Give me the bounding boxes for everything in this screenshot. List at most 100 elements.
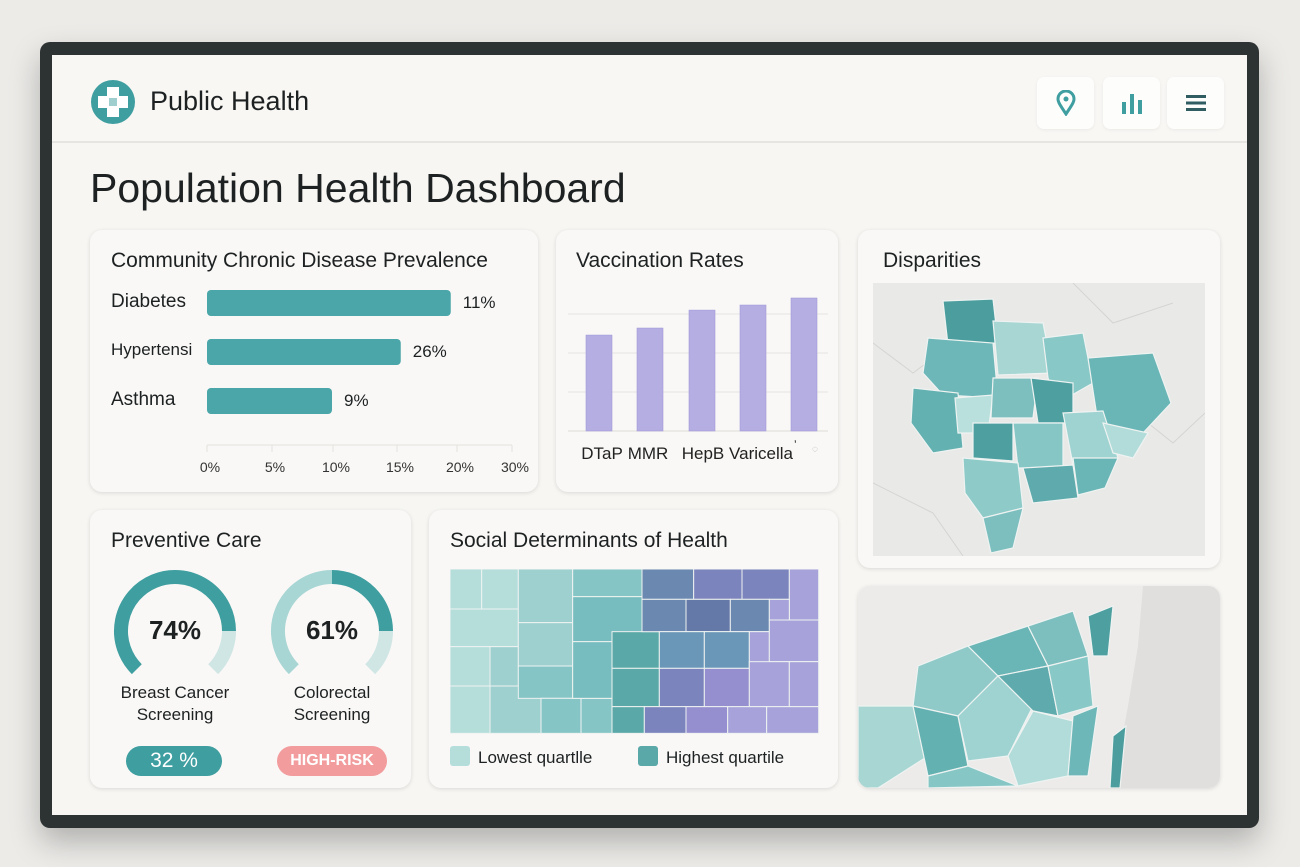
bar-varicella[interactable] [739,304,767,432]
category-label: Hypertensi [111,340,193,359]
treemap-cell[interactable] [450,646,491,687]
sdoh-treemap[interactable] [450,569,820,734]
treemap-cell[interactable] [611,631,660,669]
treemap-cell[interactable] [611,667,660,708]
treemap-cell[interactable] [685,598,731,633]
gauge-track [207,630,236,675]
treemap-cell[interactable] [517,622,574,667]
treemap-cell[interactable] [611,706,645,734]
map-region[interactable] [1109,724,1127,788]
treemap-cell[interactable] [489,646,519,687]
treemap-cell[interactable] [658,631,705,669]
treemap-cell[interactable] [450,569,483,610]
map-region[interactable] [990,377,1039,419]
extra-mark: ʼ [794,438,797,452]
card-title: Vaccination Rates [576,249,744,272]
treemap-cell[interactable] [517,569,574,624]
treemap-cell[interactable] [643,706,687,734]
x-tick-label: MMR [627,444,669,463]
data-label: 26% [412,342,447,361]
treemap-cell[interactable] [788,569,820,621]
treemap-cell[interactable] [727,706,768,734]
menu-button[interactable] [1167,77,1224,129]
screening-rate-badge[interactable]: 32 % [126,746,222,776]
gauges [114,570,393,675]
map-region[interactable] [957,675,1034,762]
treemap-cell[interactable] [641,569,695,600]
medical-cross-icon [91,80,135,124]
legend-label-highest: Highest quartile [666,748,785,767]
x-tick-label: HepB [681,444,725,463]
map-region[interactable] [1072,457,1119,496]
treemap-cell[interactable] [540,697,582,734]
x-tick-label: 5% [264,459,286,475]
x-tick-label: 20% [445,459,475,475]
treemap-cell[interactable] [729,598,770,633]
map-region[interactable] [1102,422,1149,459]
bar-hypertensi[interactable] [207,339,401,365]
treemap-cell[interactable] [580,697,613,734]
gauge-label: Colorectal [293,683,371,702]
map-pin-icon [1055,90,1076,116]
x-tick-label: 15% [385,459,415,475]
bar-asthma[interactable] [207,388,332,414]
treemap-cell[interactable] [572,641,613,699]
category-label: Diabetes [111,291,186,312]
card-title: Preventive Care [111,529,262,552]
bar-diabetes[interactable] [207,290,451,316]
gauge-track [271,570,333,675]
treemap-cell[interactable] [481,569,519,610]
treemap-cell[interactable] [572,569,643,598]
map-region[interactable] [1087,605,1114,657]
charts-button[interactable] [1103,77,1160,129]
regional-map[interactable] [858,586,1220,788]
map-region[interactable] [927,765,1019,788]
x-tick-label: 30% [500,459,530,475]
page-title: Population Health Dashboard [90,165,626,211]
map-region[interactable] [1047,655,1094,717]
map-region[interactable] [942,298,999,346]
treemap-cell[interactable] [766,706,820,734]
regional-map-card [858,586,1220,788]
map-button[interactable] [1037,77,1094,129]
bar-unlabeled[interactable] [790,297,818,432]
gauge-fill [331,570,393,632]
gauge-track [364,630,393,675]
treemap-cell[interactable] [768,598,790,621]
treemap-cell[interactable] [693,569,743,600]
treemap-cell[interactable] [450,608,519,648]
map-region[interactable] [982,507,1024,554]
map-region[interactable] [1012,422,1064,469]
gauge-value: 74% [148,615,202,645]
treemap-cell[interactable] [741,569,790,600]
treemap-cell[interactable] [703,667,750,708]
bar-mmr[interactable] [636,327,664,432]
treemap-cell[interactable] [450,685,491,734]
preventive-care-card: Preventive Care 74% Breast Cancer Screenin… [90,510,411,788]
data-label: 11% [462,293,496,312]
extra-mark: ◌ [812,444,818,455]
map-region[interactable] [858,705,929,788]
treemap-cell[interactable] [768,619,820,663]
treemap-cell[interactable] [517,665,574,699]
gauge-fill [114,570,236,675]
disparities-map[interactable] [873,283,1205,556]
water-area [1113,586,1220,788]
treemap-cell[interactable] [685,706,729,734]
card-title: Social Determinants of Health [450,529,728,552]
map-region[interactable] [1067,705,1099,777]
x-tick-label: DTaP [581,444,623,463]
treemap-cell[interactable] [788,661,820,708]
map-region[interactable] [1022,464,1079,504]
high-risk-badge[interactable]: HIGH-RISK [277,746,387,776]
bar-hepb[interactable] [688,309,716,432]
treemap-cell[interactable] [641,598,687,633]
treemap-cell[interactable] [658,667,705,708]
bar-dtap[interactable] [585,334,613,432]
data-label: 9% [344,391,369,410]
gauge-label: Breast Cancer [120,683,230,702]
treemap-cell[interactable] [748,661,790,708]
treemap-cell[interactable] [703,631,750,669]
map-region[interactable] [972,422,1014,462]
map-region[interactable] [910,387,964,454]
